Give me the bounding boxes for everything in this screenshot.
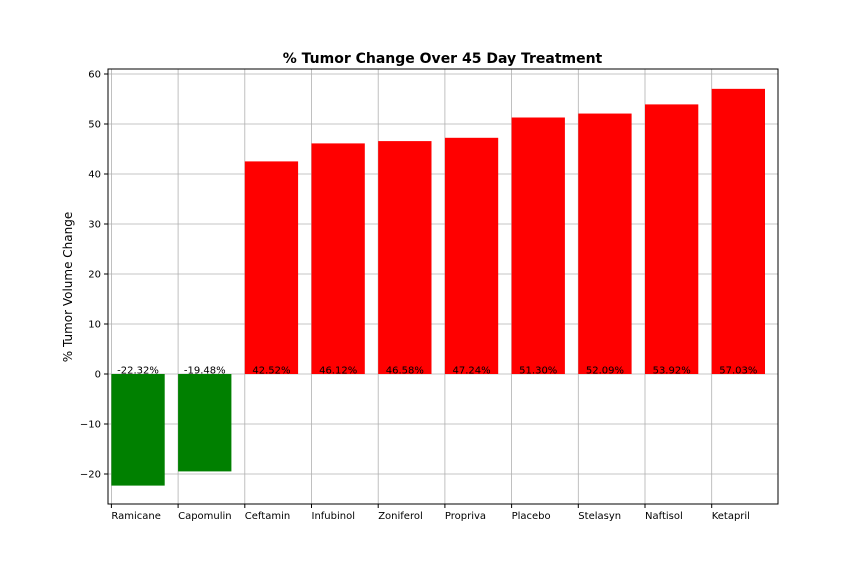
bar-capomulin (178, 374, 232, 472)
data-label-propriva: 47.24% (452, 366, 490, 377)
x-tick-label-naftisol: Naftisol (645, 511, 683, 522)
bar-infubinol (311, 143, 365, 374)
data-label-ramicane: -22.32% (117, 366, 159, 377)
y-tick-label: 60 (88, 70, 101, 81)
x-tick-label-capomulin: Capomulin (178, 511, 232, 522)
bar-stelasyn (578, 113, 632, 375)
x-tick-label-propriva: Propriva (445, 511, 486, 522)
x-tick-label-ceftamin: Ceftamin (245, 511, 290, 522)
y-tick-label: −20 (80, 470, 101, 481)
axes: −20 −10 0 10 20 30 40 50 60 Ramicane Capomulin Ceft… (80, 68, 779, 522)
y-tick-label: 0 (95, 370, 101, 381)
x-tick-label-ramicane: Ramicane (111, 511, 160, 522)
bar-zoniferol (378, 141, 432, 374)
x-tick-label-infubinol: Infubinol (312, 511, 356, 522)
data-label-zoniferol: 46.58% (386, 366, 424, 377)
bar-ketapril (711, 88, 765, 374)
y-tick-label: −10 (80, 420, 101, 431)
data-label-stelasyn: 52.09% (586, 366, 624, 377)
chart-title: % Tumor Change Over 45 Day Treatment (283, 51, 603, 67)
y-tick-label: 50 (88, 120, 101, 131)
data-label-naftisol: 53.92% (653, 366, 691, 377)
y-axis-label: % Tumor Volume Change (61, 212, 75, 363)
y-tick-label: 30 (88, 220, 101, 231)
x-tick-label-ketapril: Ketapril (712, 511, 750, 522)
data-label-capomulin: -19.48% (184, 366, 226, 377)
y-tick-label: 20 (88, 270, 101, 281)
bar-ramicane (111, 374, 165, 486)
bar-propriva (444, 137, 499, 374)
x-tick-label-stelasyn: Stelasyn (578, 511, 621, 522)
x-tick-label-zoniferol: Zoniferol (378, 511, 423, 522)
y-tick-label: 10 (88, 320, 101, 331)
bar-naftisol (645, 104, 699, 375)
data-labels: -22.32% -19.48% 42.52% 46.12% 46.58% 47.24% 51… (117, 366, 757, 377)
plot-frame (107, 68, 779, 505)
data-label-ketapril: 57.03% (719, 366, 757, 377)
bars (111, 88, 765, 486)
x-tick-label-placebo: Placebo (512, 511, 551, 522)
data-label-infubinol: 46.12% (319, 366, 357, 377)
bar-placebo (511, 117, 565, 374)
data-label-ceftamin: 42.52% (252, 366, 290, 377)
bar-ceftamin (244, 161, 299, 374)
y-tick-label: 40 (88, 170, 101, 181)
data-label-placebo: 51.30% (519, 366, 557, 377)
